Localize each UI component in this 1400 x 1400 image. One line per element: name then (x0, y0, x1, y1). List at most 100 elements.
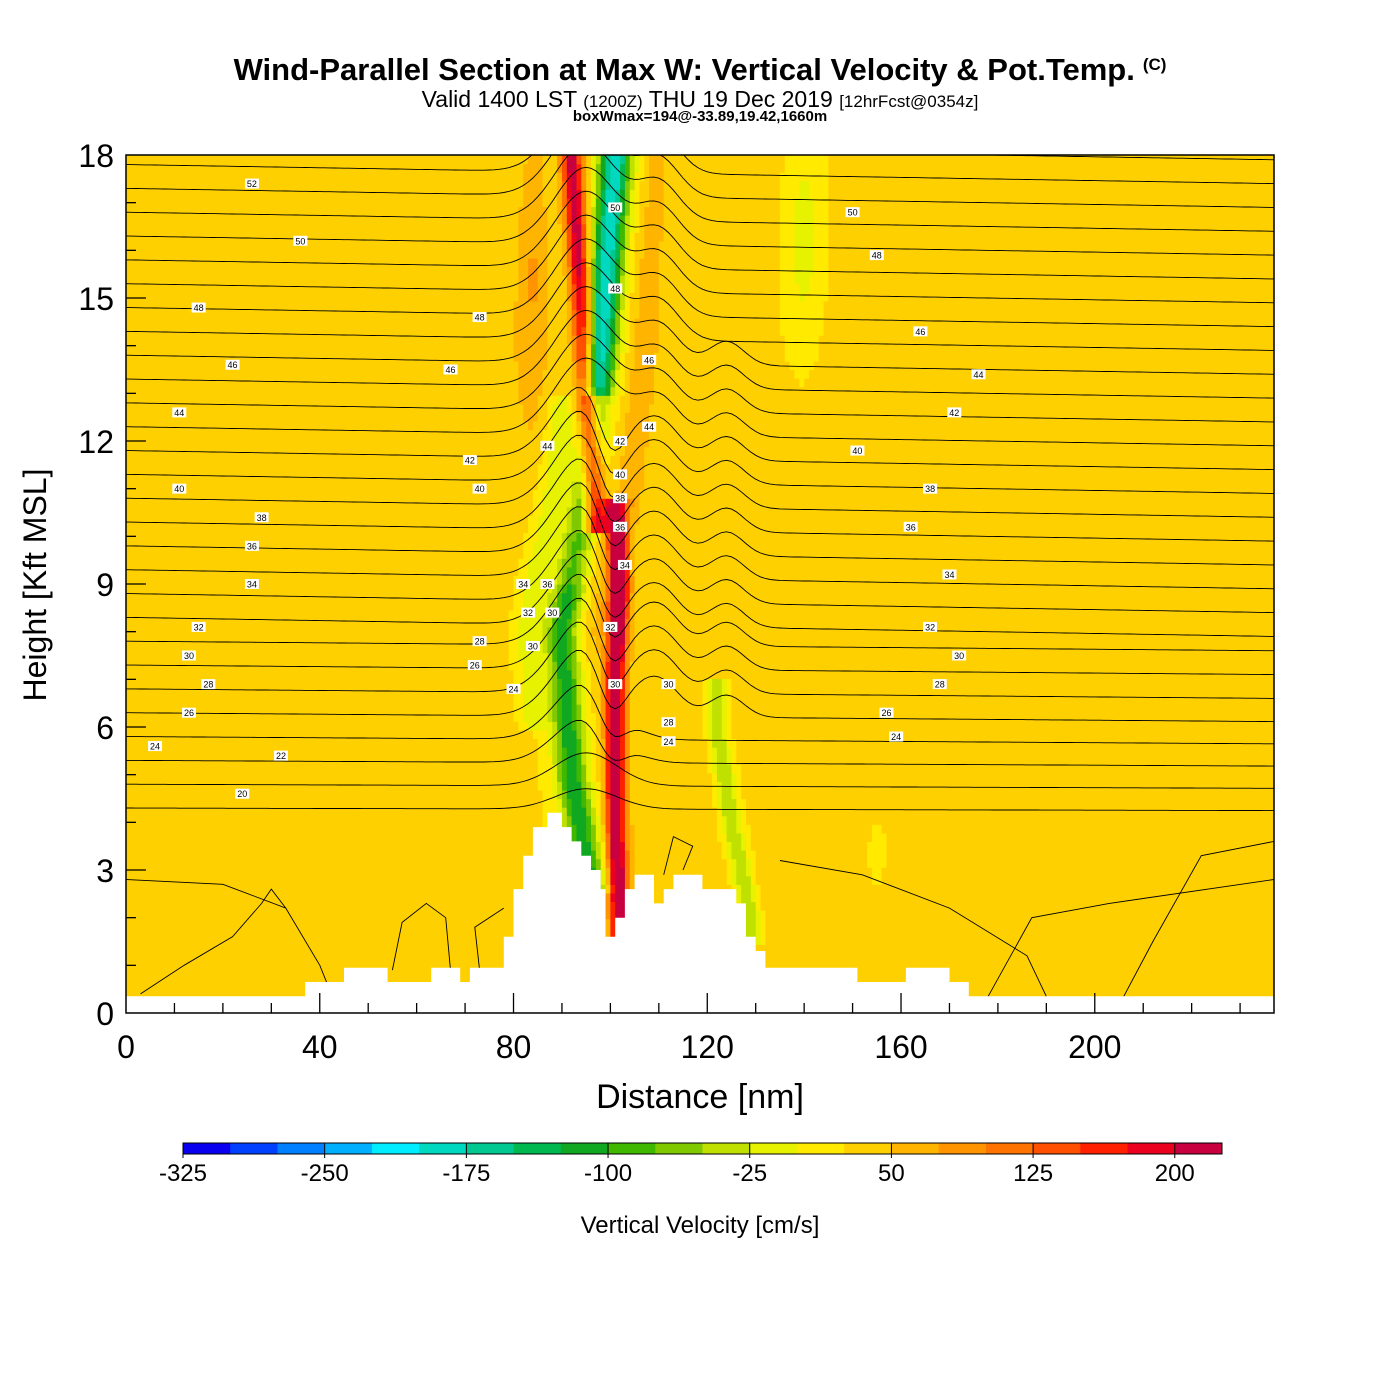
velocity-cell (329, 446, 335, 456)
velocity-cell (184, 249, 190, 259)
velocity-cell (271, 352, 277, 362)
velocity-cell (353, 772, 360, 782)
velocity-cell (334, 661, 340, 671)
velocity-cell (227, 798, 234, 808)
velocity-cell (218, 978, 224, 988)
velocity-cell (319, 429, 326, 439)
velocity-cell (193, 257, 200, 268)
velocity-cell (319, 686, 326, 697)
velocity-cell (353, 566, 360, 577)
velocity-cell (251, 463, 258, 474)
velocity-cell (237, 300, 243, 311)
velocity-cell (271, 849, 277, 860)
velocity-cell (140, 446, 146, 456)
velocity-cell (213, 455, 219, 465)
velocity-cell (164, 884, 171, 894)
velocity-cell (256, 824, 263, 834)
velocity-cell (256, 686, 263, 697)
velocity-cell (281, 360, 287, 371)
velocity-cell (213, 832, 219, 842)
velocity-cell (130, 832, 137, 842)
velocity-cell (295, 592, 301, 602)
velocity-cell (188, 155, 195, 156)
velocity-cell (242, 369, 248, 379)
velocity-cell (140, 206, 146, 216)
velocity-cell (276, 575, 282, 585)
velocity-cell (193, 841, 200, 851)
velocity-cell (169, 438, 176, 448)
velocity-cell (145, 463, 151, 474)
velocity-cell (140, 257, 146, 268)
velocity-cell (276, 549, 282, 559)
velocity-cell (208, 575, 214, 585)
velocity-cell (193, 575, 200, 585)
velocity-cell (213, 644, 219, 654)
velocity-cell (130, 206, 137, 216)
velocity-cell (184, 678, 190, 688)
velocity-cell (348, 841, 355, 851)
velocity-cell (150, 206, 156, 216)
velocity-cell (261, 807, 268, 817)
velocity-cell (285, 721, 292, 731)
velocity-cell (213, 764, 219, 774)
velocity-cell (126, 206, 132, 216)
velocity-cell (126, 661, 132, 671)
velocity-cell (310, 558, 316, 568)
velocity-cell (285, 781, 292, 791)
velocity-cell (184, 849, 190, 860)
velocity-cell (353, 686, 360, 697)
velocity-cell (155, 849, 161, 860)
velocity-cell (319, 369, 326, 379)
velocity-cell (353, 901, 360, 911)
velocity-cell (155, 515, 161, 525)
velocity-cell (348, 918, 355, 928)
velocity-cell (285, 815, 292, 825)
velocity-cell (130, 678, 137, 688)
velocity-cell (266, 309, 272, 319)
velocity-cell (329, 841, 335, 851)
velocity-cell (164, 335, 171, 345)
velocity-cell (174, 867, 180, 877)
velocity-cell (300, 987, 306, 997)
velocity-cell (305, 189, 311, 199)
velocity-cell (266, 369, 272, 379)
velocity-cell (242, 695, 248, 705)
velocity-cell (227, 832, 234, 842)
velocity-cell (242, 498, 248, 508)
velocity-cell (271, 927, 277, 937)
velocity-cell (174, 541, 180, 551)
velocity-cell (271, 918, 277, 928)
velocity-cell (256, 875, 263, 885)
velocity-cell (222, 249, 229, 259)
velocity-cell (232, 798, 239, 808)
velocity-cell (227, 420, 234, 431)
velocity-cell (150, 601, 156, 611)
velocity-cell (348, 420, 355, 431)
velocity-cell (164, 352, 171, 362)
velocity-cell (305, 446, 311, 456)
velocity-cell (213, 395, 219, 405)
velocity-cell (237, 961, 243, 971)
velocity-cell (305, 609, 311, 619)
velocity-cell (251, 712, 258, 722)
velocity-cell (329, 738, 335, 748)
velocity-cell (184, 927, 190, 937)
velocity-cell (193, 884, 200, 894)
velocity-cell (174, 764, 180, 774)
velocity-cell (295, 506, 301, 516)
velocity-cell (256, 849, 263, 860)
velocity-cell (329, 429, 335, 439)
velocity-cell (261, 318, 268, 328)
velocity-cell (193, 438, 200, 448)
velocity-cell (358, 584, 364, 594)
velocity-cell (126, 892, 132, 903)
velocity-cell (339, 944, 345, 954)
velocity-cell (358, 721, 364, 731)
velocity-cell (271, 172, 277, 182)
velocity-cell (188, 498, 195, 508)
velocity-cell (305, 275, 311, 285)
velocity-cell (310, 678, 316, 688)
velocity-cell (247, 970, 253, 980)
velocity-cell (266, 189, 272, 199)
velocity-cell (208, 395, 214, 405)
